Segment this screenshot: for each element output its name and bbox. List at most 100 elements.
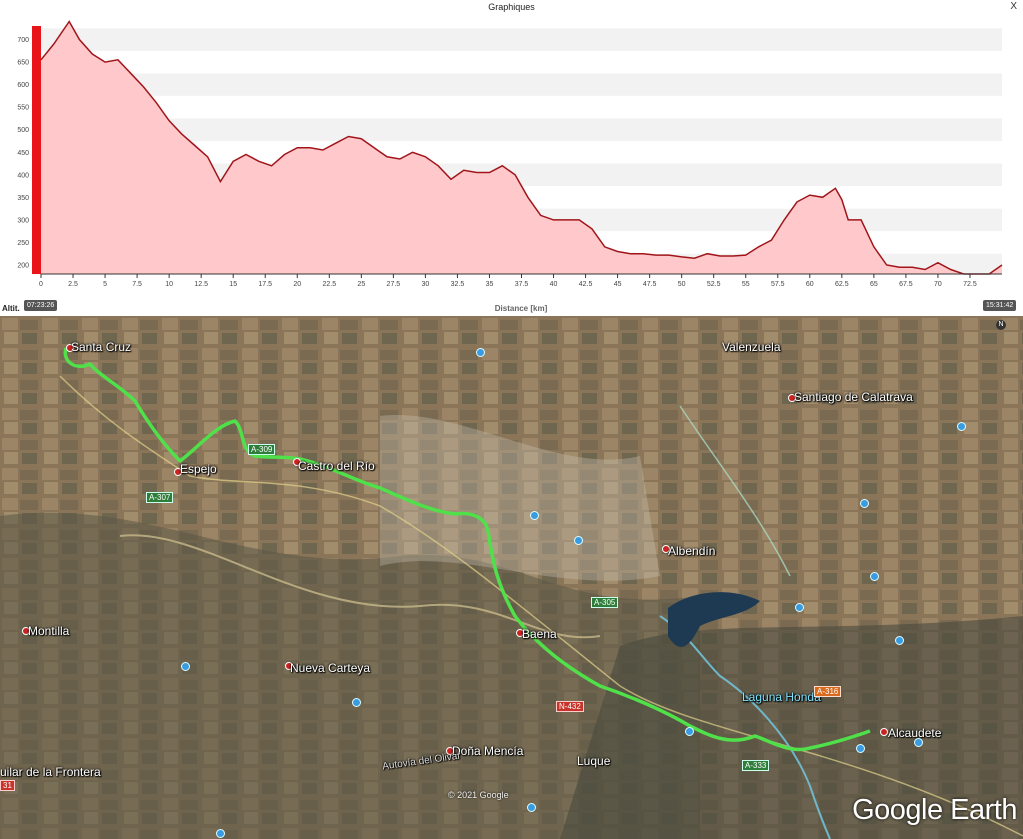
x-tick-label: 47.5 [643, 281, 657, 288]
x-tick-label: 20 [293, 281, 301, 288]
place-marker[interactable] [788, 394, 796, 402]
x-tick-label: 7.5 [132, 281, 142, 288]
place-label[interactable]: Albendín [668, 544, 716, 558]
road-shield: A-307 [146, 492, 174, 503]
x-tick-label: 5 [103, 281, 107, 288]
y-tick-label: 550 [17, 105, 29, 112]
road-shield: A-316 [814, 686, 842, 697]
elevation-line [40, 20, 1003, 275]
road-shield: A-333 [742, 760, 770, 771]
place-label[interactable]: Luque [577, 754, 611, 768]
place-label[interactable]: Santa Cruz [71, 340, 132, 354]
y-tick-label: 650 [17, 60, 29, 67]
place-label[interactable]: uilar de la Frontera [0, 765, 101, 779]
place-marker[interactable] [66, 344, 74, 352]
y-tick-label: 500 [17, 127, 29, 134]
google-earth-logo: Google Earth [852, 794, 1017, 826]
window-title: Graphiques [488, 2, 535, 12]
poi-icon[interactable] [527, 803, 536, 812]
x-tick-label: 60 [806, 281, 814, 288]
y-tick-label: 250 [17, 240, 29, 247]
elevation-area [41, 21, 1002, 274]
poi-icon[interactable] [870, 572, 879, 581]
lake-label[interactable]: Laguna Honda [742, 690, 821, 704]
place-label[interactable]: Valenzuela [722, 340, 781, 354]
x-tick-label: 32.5 [451, 281, 465, 288]
place-marker[interactable] [662, 545, 670, 553]
road-shield: N-432 [556, 701, 584, 712]
place-label[interactable]: Nueva Carteya [290, 661, 371, 675]
place-label[interactable]: Doña Mencía [452, 744, 524, 758]
poi-icon[interactable] [856, 744, 865, 753]
place-marker[interactable] [293, 458, 301, 466]
poi-icon[interactable] [795, 603, 804, 612]
grid-band [41, 118, 1002, 141]
x-tick-label: 50 [678, 281, 686, 288]
place-marker[interactable] [880, 728, 888, 736]
place-label[interactable]: Espejo [180, 462, 217, 476]
x-tick-label: 40 [550, 281, 558, 288]
x-tick-label: 15 [229, 281, 237, 288]
poi-icon[interactable] [860, 499, 869, 508]
x-tick-label: 27.5 [387, 281, 401, 288]
close-button[interactable]: X [1010, 1, 1017, 12]
poi-icon[interactable] [957, 422, 966, 431]
x-tick-label: 72.5 [963, 281, 977, 288]
grid-band [41, 73, 1002, 96]
place-label[interactable]: Castro del Río [298, 459, 375, 473]
x-tick-label: 62.5 [835, 281, 849, 288]
poi-icon[interactable] [685, 727, 694, 736]
x-axis-label: Distance [km] [495, 304, 548, 313]
poi-icon[interactable] [181, 662, 190, 671]
poi-icon[interactable] [476, 348, 485, 357]
satellite-map[interactable]: N Santa Cruz Valenzuela Santiago de Cala… [0, 316, 1023, 839]
x-tick-label: 70 [934, 281, 942, 288]
place-marker[interactable] [446, 747, 454, 755]
place-marker[interactable] [285, 662, 293, 670]
compass-icon[interactable]: N [996, 320, 1006, 330]
y-tick-label: 300 [17, 217, 29, 224]
x-tick-label: 67.5 [899, 281, 913, 288]
place-label[interactable]: Santiago de Calatrava [794, 390, 913, 404]
poi-icon[interactable] [574, 536, 583, 545]
place-marker[interactable] [22, 627, 30, 635]
x-tick-label: 57.5 [771, 281, 785, 288]
y-axis-label: Altit. [2, 304, 20, 313]
x-tick-label: 25 [357, 281, 365, 288]
x-tick-label: 37.5 [515, 281, 529, 288]
elevation-chart: 200 250 300 350 400 450 500 550 600 650 700 0 2.5 5 7… [0, 14, 1023, 316]
end-time-badge: 15:31:42 [983, 300, 1017, 311]
gps-track [63, 347, 871, 752]
grid-band [41, 28, 1002, 51]
poi-icon[interactable] [914, 738, 923, 747]
x-tick-label: 12.5 [194, 281, 208, 288]
y-tick-label: 400 [17, 172, 29, 179]
road-shield: A-305 [591, 597, 619, 608]
map-copyright: © 2021 Google [448, 790, 509, 800]
poi-icon[interactable] [895, 636, 904, 645]
poi-icon[interactable] [352, 698, 361, 707]
road-shield: 31 [0, 780, 15, 791]
place-marker[interactable] [516, 629, 524, 637]
x-tick-label: 0 [39, 281, 43, 288]
grid-band [41, 95, 1002, 119]
place-label[interactable]: Baena [522, 627, 557, 641]
place-marker[interactable] [174, 468, 182, 476]
x-tick-label: 42.5 [579, 281, 593, 288]
poi-icon[interactable] [530, 511, 539, 520]
x-tick-label: 52.5 [707, 281, 721, 288]
x-tick-label: 17.5 [258, 281, 272, 288]
x-tick-label: 10 [165, 281, 173, 288]
place-label[interactable]: Alcaudete [888, 726, 942, 740]
x-tick-label: 22.5 [322, 281, 336, 288]
window-titlebar: Graphiques X [0, 0, 1023, 14]
x-tick-label: 35 [486, 281, 494, 288]
y-tick-label: 350 [17, 195, 29, 202]
place-label[interactable]: Montilla [28, 624, 70, 638]
y-tick-label: 200 [17, 262, 29, 269]
x-tick-label: 65 [870, 281, 878, 288]
poi-icon[interactable] [216, 829, 225, 838]
x-tick-label: 45 [614, 281, 622, 288]
x-tick-label: 2.5 [68, 281, 78, 288]
